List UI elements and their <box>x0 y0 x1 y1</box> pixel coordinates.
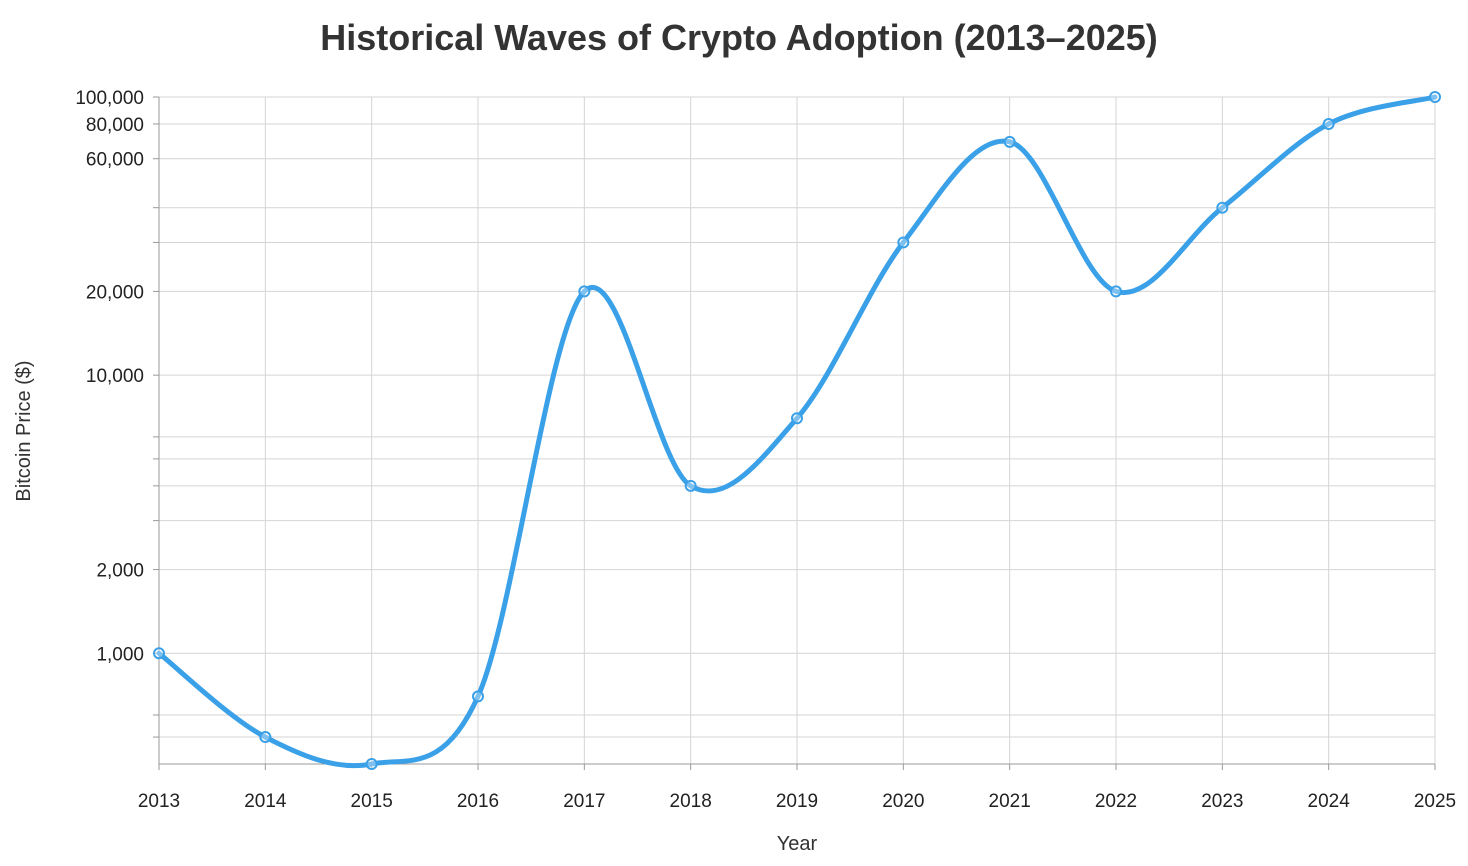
data-point-2020 <box>897 236 910 249</box>
data-point-2015 <box>365 758 378 770</box>
data-point-2016 <box>472 690 484 703</box>
y-tick-label: 100,000 <box>75 88 144 109</box>
x-tick-label: 2021 <box>989 791 1031 812</box>
x-tick-label: 2016 <box>457 791 499 812</box>
chart-title: Historical Waves of Crypto Adoption (201… <box>320 17 1158 58</box>
data-point-2019 <box>791 412 803 425</box>
x-tick-label: 2015 <box>351 791 393 812</box>
data-points <box>153 91 1441 770</box>
data-point-2022 <box>1110 285 1122 298</box>
data-point-2018 <box>684 479 697 492</box>
x-tick-label: 2023 <box>1201 791 1243 812</box>
data-point-2025 <box>1429 91 1441 103</box>
x-tick-label: 2020 <box>882 791 924 812</box>
y-tick-label: 60,000 <box>86 150 144 171</box>
y-tick-label: 80,000 <box>86 115 144 136</box>
series-line-0 <box>156 94 1438 769</box>
x-tick-label: 2014 <box>244 791 287 812</box>
x-tick-label: 2019 <box>776 791 818 812</box>
data-point-2013 <box>153 647 165 660</box>
x-tick-label: 2022 <box>1095 791 1137 812</box>
x-tick-label: 2018 <box>670 791 712 812</box>
data-point-2021 <box>1003 135 1016 148</box>
series <box>156 94 1438 769</box>
axes <box>153 96 1436 770</box>
tick-labels: 2013 2014 2015 2016 2017 2018 2019 2020 2021 2022… <box>75 88 1456 812</box>
y-tick-label: 1,000 <box>96 644 144 665</box>
y-tick-label: 20,000 <box>86 282 144 303</box>
x-tick-label: 2024 <box>1308 791 1351 812</box>
x-tick-label: 2017 <box>563 791 605 812</box>
x-tick-label: 2025 <box>1414 791 1456 812</box>
data-point-2017 <box>578 285 591 298</box>
data-point-2014 <box>259 731 272 744</box>
data-point-2024 <box>1322 117 1335 130</box>
x-axis-label: Year <box>777 833 818 855</box>
y-axis-label: Bitcoin Price ($) <box>13 360 35 501</box>
gridlines <box>158 96 1436 764</box>
data-point-2023 <box>1216 201 1229 214</box>
x-tick-label: 2013 <box>138 791 180 812</box>
y-tick-label: 2,000 <box>96 561 144 582</box>
y-tick-label: 10,000 <box>86 366 144 387</box>
